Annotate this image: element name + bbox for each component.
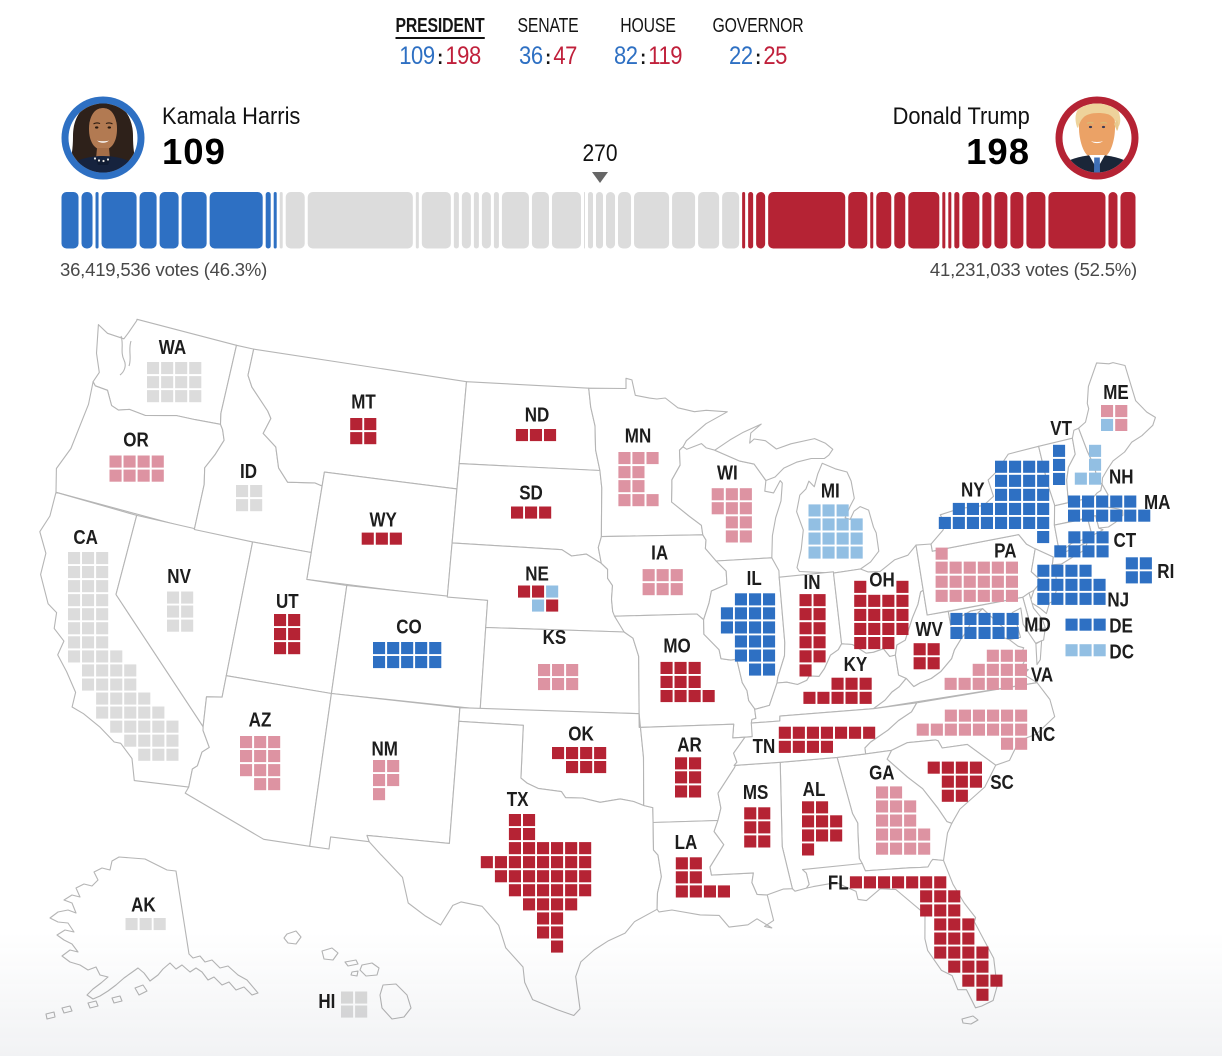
svg-text:MO: MO xyxy=(663,634,690,657)
svg-text:MD: MD xyxy=(1024,613,1050,636)
svg-text:CA: CA xyxy=(73,526,98,549)
svg-text:AZ: AZ xyxy=(249,708,272,731)
svg-text:MI: MI xyxy=(821,479,840,502)
svg-text:LA: LA xyxy=(675,831,698,854)
svg-text:IN: IN xyxy=(803,571,820,594)
svg-text:CT: CT xyxy=(1113,528,1136,551)
svg-text:NY: NY xyxy=(961,478,985,501)
svg-text:MS: MS xyxy=(743,781,768,804)
svg-text:AK: AK xyxy=(131,893,156,916)
svg-text:SC: SC xyxy=(990,771,1014,794)
svg-text:ME: ME xyxy=(1103,381,1128,404)
svg-text:WV: WV xyxy=(915,618,943,641)
svg-text:TN: TN xyxy=(753,735,776,758)
svg-text:DE: DE xyxy=(1109,614,1133,637)
svg-text:SD: SD xyxy=(519,481,543,504)
svg-text:GA: GA xyxy=(869,761,894,784)
svg-text:ID: ID xyxy=(240,460,257,483)
svg-text:WY: WY xyxy=(370,508,398,531)
svg-text:270: 270 xyxy=(583,140,618,167)
svg-text:TX: TX xyxy=(507,788,529,811)
svg-text:RI: RI xyxy=(1157,560,1174,583)
svg-text:NV: NV xyxy=(167,565,191,588)
svg-text:MA: MA xyxy=(1144,491,1170,514)
svg-text:AR: AR xyxy=(677,733,702,756)
svg-text:PA: PA xyxy=(994,539,1016,562)
svg-text:NC: NC xyxy=(1031,722,1056,745)
svg-text:NE: NE xyxy=(525,562,549,585)
svg-text:KY: KY xyxy=(844,653,868,676)
svg-text:UT: UT xyxy=(276,589,299,612)
svg-text:MT: MT xyxy=(351,390,376,413)
svg-text:CO: CO xyxy=(396,615,421,638)
svg-text:IL: IL xyxy=(747,567,762,590)
svg-text:NJ: NJ xyxy=(1107,588,1129,611)
svg-text:AL: AL xyxy=(803,778,826,801)
svg-text:OK: OK xyxy=(568,722,594,745)
svg-text:ND: ND xyxy=(525,403,550,426)
svg-text:NM: NM xyxy=(371,737,397,760)
svg-text:WI: WI xyxy=(717,461,738,484)
svg-text:IA: IA xyxy=(651,541,668,564)
svg-text:WA: WA xyxy=(159,336,186,359)
svg-text:VT: VT xyxy=(1050,417,1072,440)
svg-text:MN: MN xyxy=(625,424,651,447)
svg-text:VA: VA xyxy=(1031,663,1053,686)
svg-text:OR: OR xyxy=(123,428,149,451)
svg-text:FL: FL xyxy=(828,871,849,894)
svg-text:DC: DC xyxy=(1109,640,1134,663)
svg-text:OH: OH xyxy=(869,568,894,591)
svg-text:KS: KS xyxy=(543,626,567,649)
svg-text:NH: NH xyxy=(1109,465,1134,488)
